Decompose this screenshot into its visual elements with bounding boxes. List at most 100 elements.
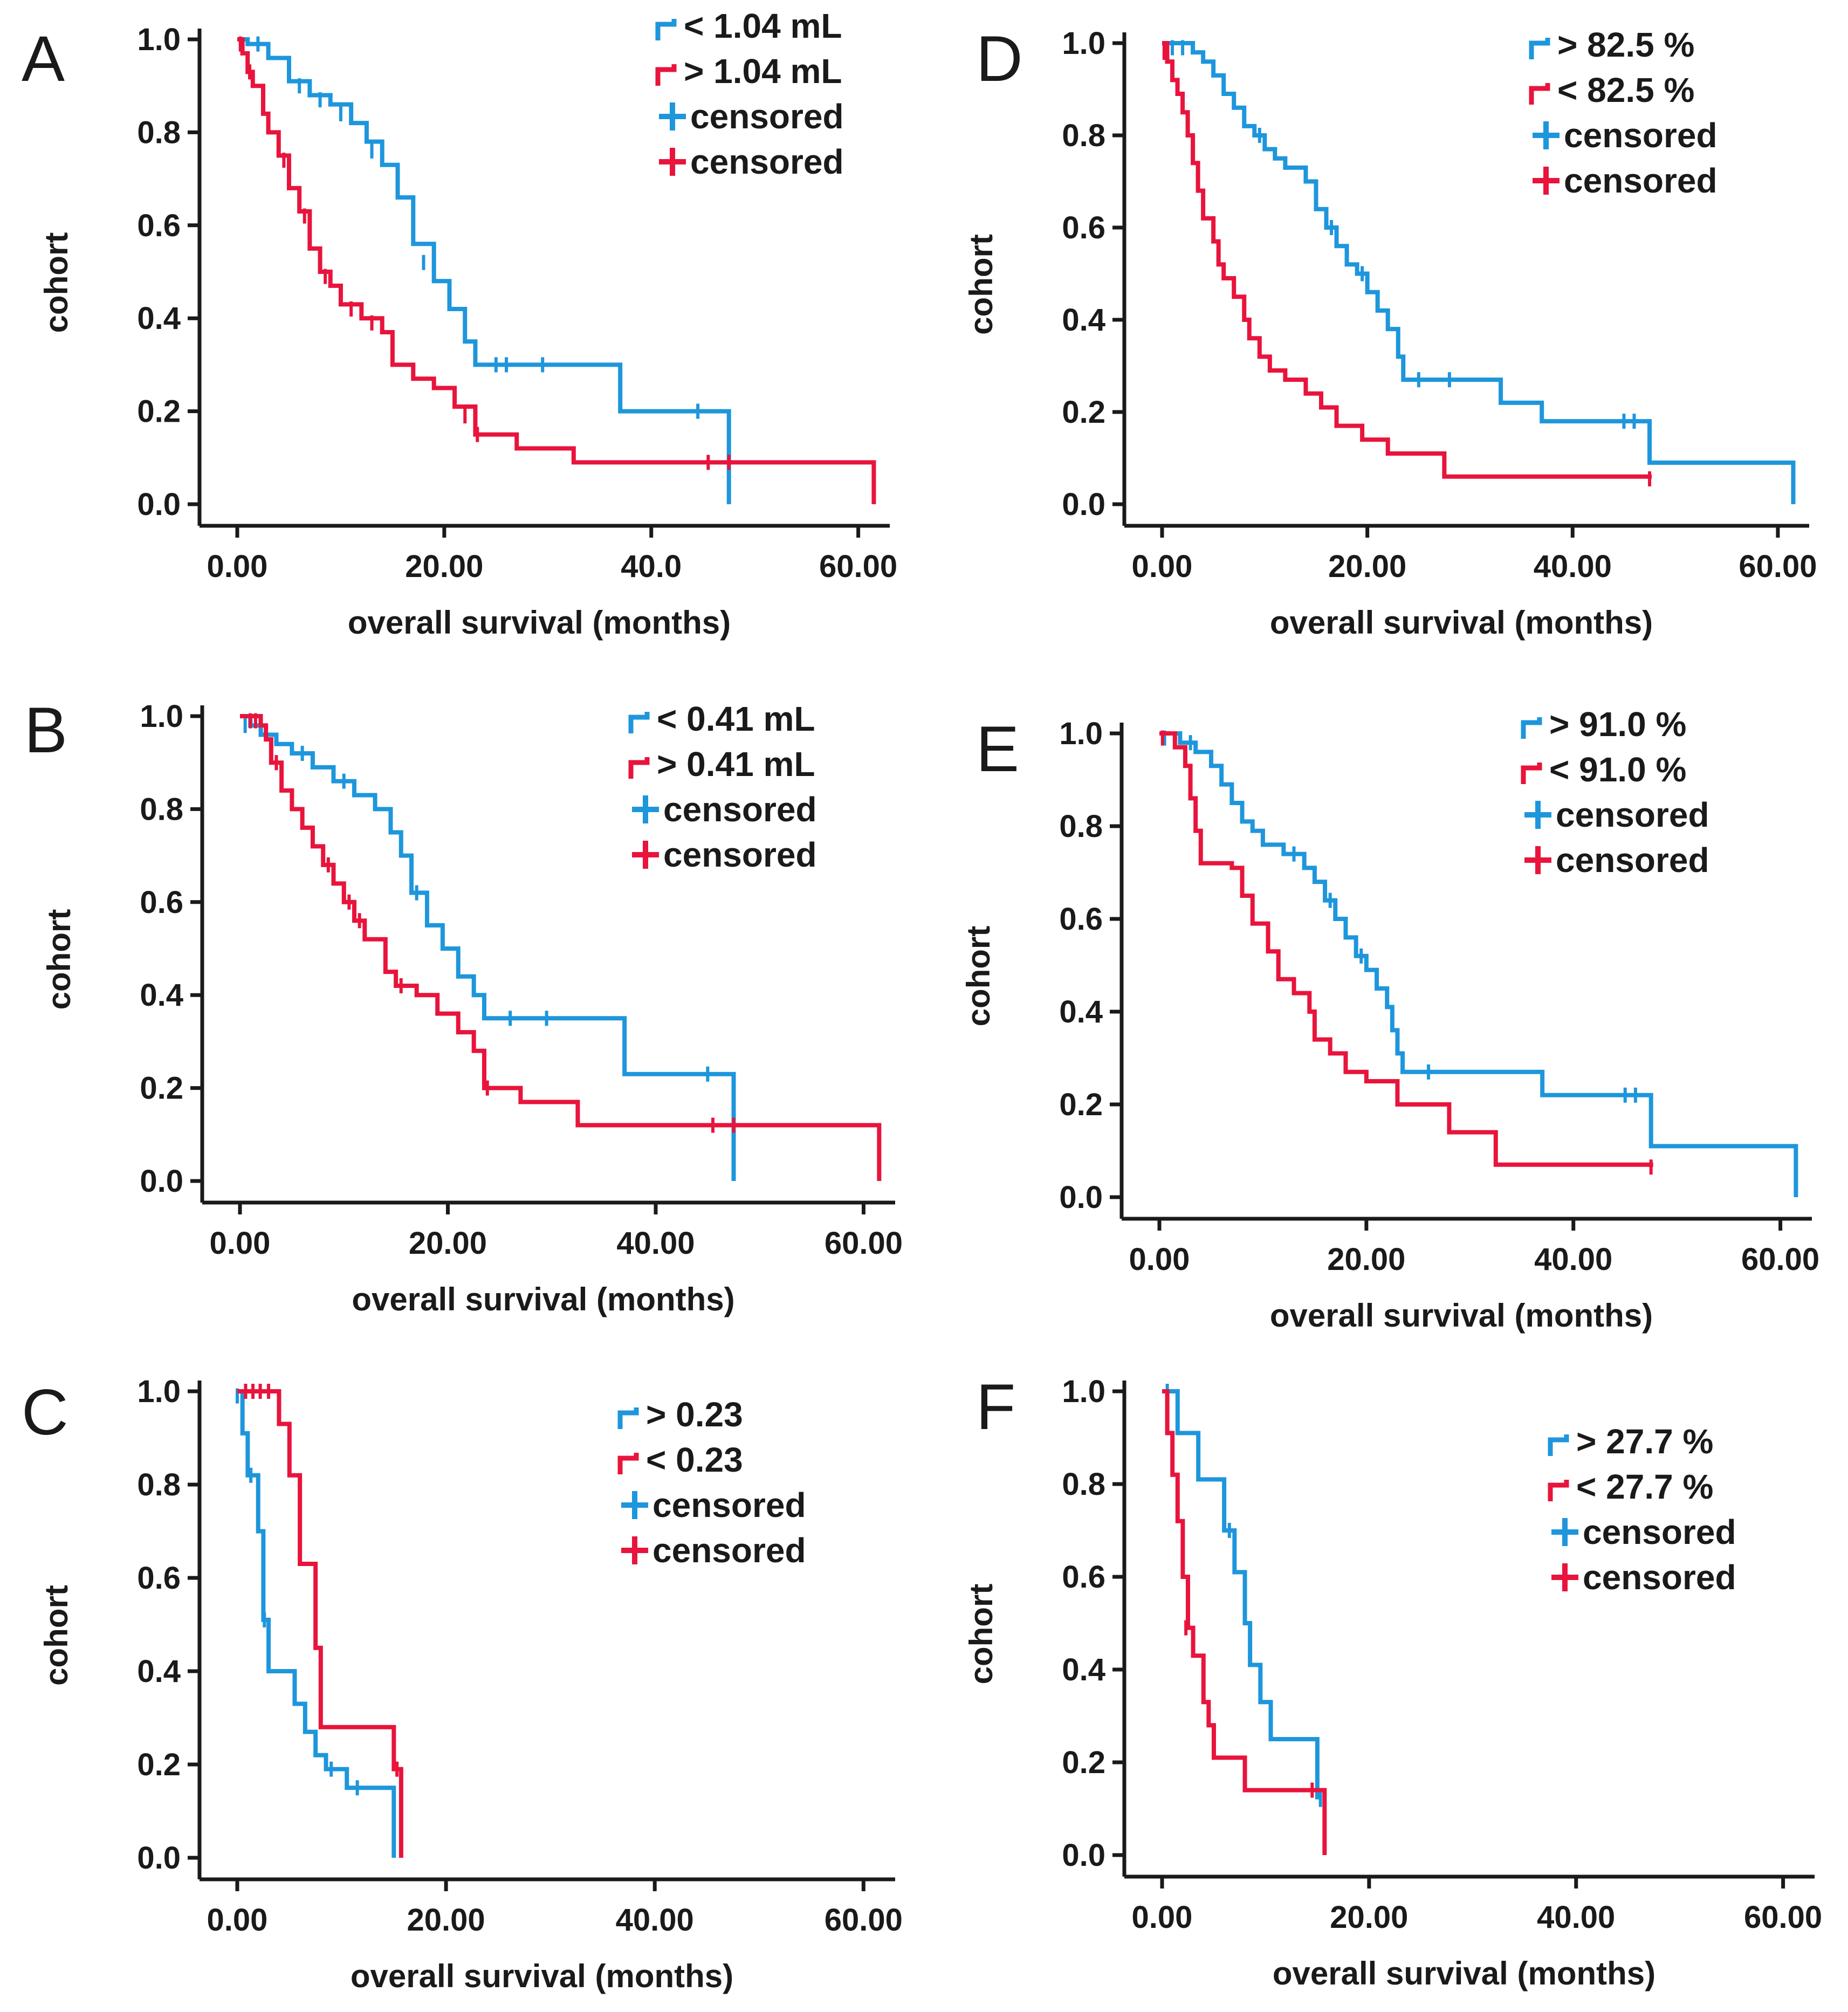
legend-label: censored — [1556, 841, 1709, 880]
y-tick-label: 0.4 — [137, 1654, 181, 1689]
legend-label: censored — [663, 835, 817, 874]
x-tick-label: 0.00 — [207, 1903, 268, 1938]
y-tick-label: 0.2 — [137, 394, 181, 429]
survival-curve-red — [237, 37, 876, 504]
legend-label: censored — [1564, 116, 1718, 155]
legend-label: > 91.0 % — [1549, 705, 1686, 744]
x-axis-title: overall survival (months) — [1270, 1297, 1653, 1334]
y-tick-label: 0.4 — [140, 978, 183, 1013]
legend-step-icon — [1548, 1480, 1569, 1501]
y-tick-label: 0.2 — [137, 1747, 181, 1782]
y-tick-label: 1.0 — [140, 699, 183, 734]
x-axis-title: overall survival (months) — [352, 1281, 734, 1317]
y-tick-label: 0.4 — [137, 301, 181, 336]
y-tick-label: 0.2 — [140, 1071, 183, 1106]
survival-curve-blue — [237, 37, 731, 504]
x-tick-label: 20.00 — [1330, 1900, 1408, 1935]
chart-panel-a: 0.0 0.2 0.4 0.6 0.8 1.0 0.00 20.00 40.0 60.00 over… — [22, 6, 897, 641]
y-axis-title: cohort — [38, 1585, 74, 1686]
x-tick-label: 60.00 — [825, 1226, 903, 1261]
panel-label: A — [22, 23, 65, 95]
y-tick-label: 0.8 — [137, 115, 181, 150]
legend-label: censored — [1583, 1558, 1736, 1597]
legend-label: < 0.23 — [646, 1440, 743, 1479]
survival-curve-blue — [1162, 41, 1796, 504]
x-tick-label: 40.00 — [616, 1226, 695, 1261]
y-tick-label: 0.8 — [140, 792, 183, 827]
y-tick-label: 1.0 — [137, 1374, 181, 1409]
legend-step-icon — [1521, 717, 1542, 739]
legend-label: censored — [1556, 795, 1709, 834]
x-tick-label: 0.00 — [207, 549, 268, 584]
y-axis-title: cohort — [963, 1584, 999, 1685]
x-tick-label: 20.00 — [405, 549, 483, 584]
legend-label: > 0.23 — [646, 1395, 743, 1434]
y-tick-label: 0.0 — [1062, 487, 1105, 522]
x-axis-title: overall survival (months) — [348, 605, 731, 641]
x-tick-label: 20.00 — [407, 1903, 485, 1938]
survival-curve-blue — [240, 714, 736, 1181]
chart-panel-d: 0.0 0.2 0.4 0.6 0.8 1.0 0.00 20.00 40.00 60.00 ove… — [963, 23, 1817, 641]
y-tick-label: 0.8 — [1062, 1467, 1105, 1502]
x-tick-label: 60.00 — [819, 549, 897, 584]
y-tick-label: 0.0 — [1059, 1180, 1103, 1215]
chart-panel-c: 0.0 0.2 0.4 0.6 0.8 1.0 0.00 20.00 40.00 60.00 ove… — [22, 1374, 903, 1994]
legend-label: censored — [652, 1486, 806, 1525]
panel-label: E — [976, 713, 1019, 785]
y-axis-title: cohort — [41, 909, 77, 1010]
chart-panel-f: 0.0 0.2 0.4 0.6 0.8 1.0 0.00 20.00 40.00 60.00 ove… — [963, 1371, 1822, 1992]
y-tick-label: 0.6 — [137, 208, 181, 243]
legend-label: < 27.7 % — [1576, 1467, 1713, 1506]
legend-label: < 0.41 mL — [657, 699, 815, 738]
survival-curve-red — [1159, 731, 1653, 1168]
y-tick-label: 0.0 — [137, 1841, 181, 1876]
legend-step-icon — [617, 1407, 639, 1429]
x-tick-label: 0.00 — [1132, 1900, 1193, 1935]
y-tick-label: 0.6 — [1062, 210, 1105, 245]
y-axis-title: cohort — [963, 234, 999, 335]
y-tick-label: 0.0 — [137, 487, 181, 522]
legend-label: > 1.04 mL — [684, 52, 842, 91]
survival-curve-red — [237, 1389, 403, 1858]
legend-step-icon — [628, 712, 650, 733]
legend-step-icon — [1529, 83, 1550, 105]
legend-label: censored — [690, 142, 844, 181]
x-tick-label: 60.00 — [1744, 1900, 1822, 1935]
x-tick-label: 0.00 — [1129, 1242, 1190, 1277]
y-tick-label: 0.4 — [1062, 303, 1105, 338]
y-tick-label: 1.0 — [1062, 1374, 1105, 1409]
legend-label: censored — [652, 1531, 806, 1570]
y-tick-label: 0.8 — [1062, 118, 1105, 153]
legend-label: censored — [1583, 1513, 1736, 1551]
y-axis-title: cohort — [960, 926, 997, 1027]
x-tick-label: 20.00 — [1328, 549, 1406, 584]
y-tick-label: 1.0 — [137, 22, 181, 57]
legend-step-icon — [1521, 763, 1542, 784]
legend-label: > 27.7 % — [1576, 1422, 1713, 1461]
panel-label: F — [976, 1371, 1015, 1443]
survival-curve-red — [1162, 1389, 1327, 1855]
legend-step-icon — [628, 757, 650, 779]
x-tick-label: 0.00 — [210, 1226, 271, 1261]
legend-label: < 82.5 % — [1557, 71, 1694, 109]
panel-label: B — [24, 694, 67, 766]
y-tick-label: 0.4 — [1059, 994, 1103, 1029]
y-tick-label: 0.2 — [1062, 1745, 1105, 1780]
y-tick-label: 0.6 — [1062, 1560, 1105, 1595]
survival-curve-blue — [1159, 731, 1798, 1197]
y-tick-label: 0.2 — [1062, 395, 1105, 430]
legend-label: censored — [1564, 161, 1718, 200]
legend-step-icon — [655, 64, 677, 86]
x-tick-label: 60.00 — [1741, 1242, 1819, 1277]
y-tick-label: 0.6 — [1059, 902, 1103, 937]
x-tick-label: 40.0 — [621, 549, 682, 584]
y-tick-label: 0.0 — [1062, 1838, 1105, 1873]
survival-curve-blue — [237, 1389, 396, 1858]
x-tick-label: 40.00 — [1537, 1900, 1615, 1935]
survival-curve-blue — [1162, 1389, 1320, 1800]
legend-step-icon — [655, 19, 677, 40]
y-tick-label: 1.0 — [1062, 26, 1105, 61]
x-tick-label: 60.00 — [825, 1903, 903, 1938]
x-tick-label: 40.00 — [1534, 1242, 1612, 1277]
x-tick-label: 20.00 — [409, 1226, 487, 1261]
